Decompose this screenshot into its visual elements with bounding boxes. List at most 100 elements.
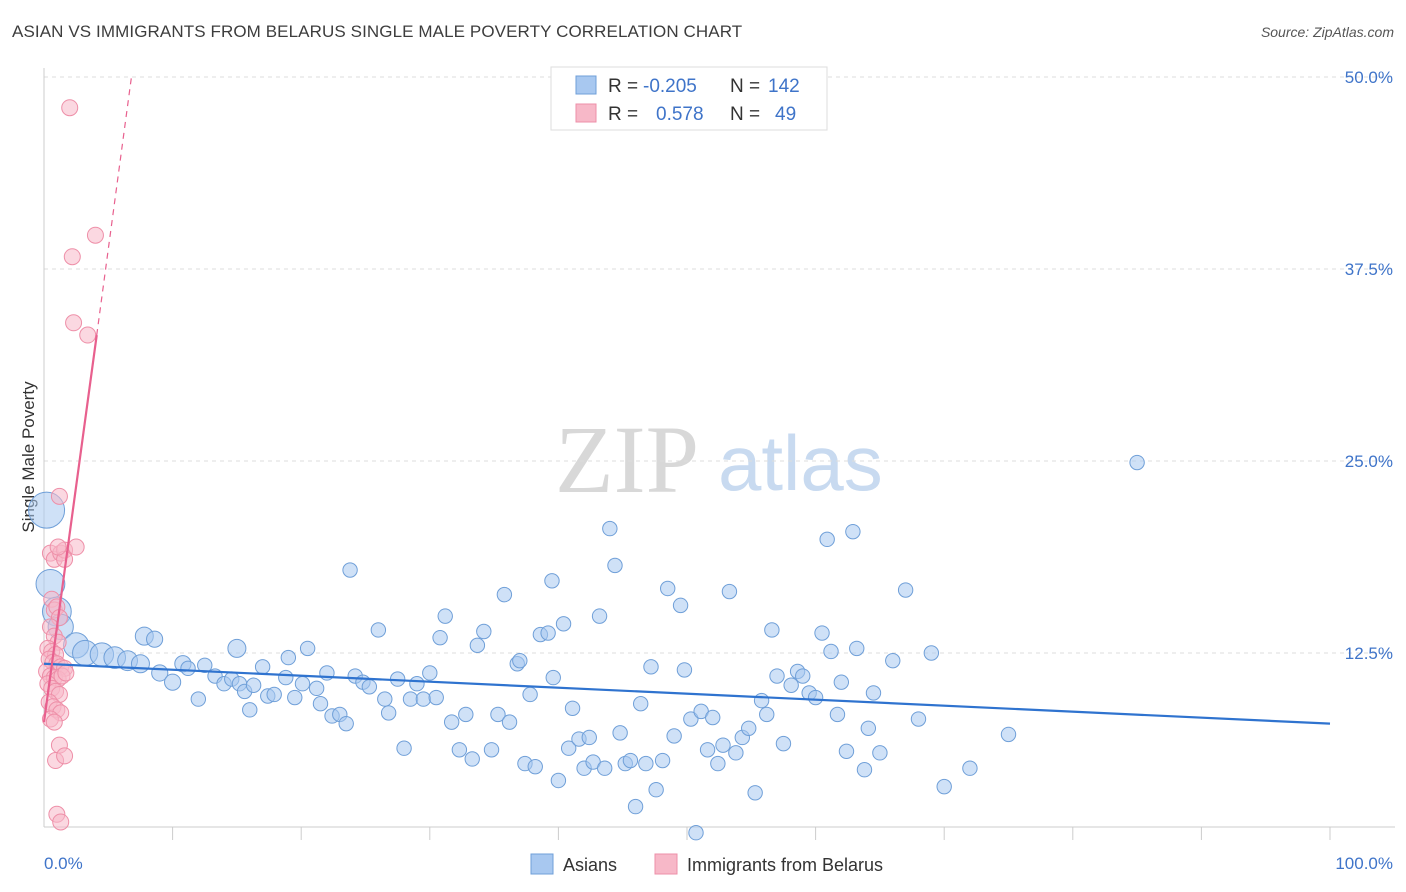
asian-point	[550, 772, 567, 789]
asian-point	[1000, 726, 1017, 743]
y-tick-label-1: 25.0%	[1345, 452, 1393, 471]
asian-point	[676, 662, 693, 678]
asian-point	[432, 629, 448, 646]
asian-point	[688, 825, 704, 841]
legend-r-value-belarus: 0.578	[656, 104, 704, 125]
asian-point	[380, 705, 397, 721]
asian-point	[361, 679, 378, 695]
asian-point	[838, 743, 855, 760]
asian-point	[545, 669, 561, 686]
legend-swatch-belarus	[575, 103, 597, 123]
bottom-legend-swatch-belarus	[654, 853, 678, 875]
correlation-legend: R = -0.205 N = 142 R = 0.578 N = 49	[550, 66, 828, 131]
asian-point	[377, 691, 393, 707]
asian-point	[245, 677, 262, 693]
asian-point	[564, 700, 581, 716]
watermark-zip: ZIP	[555, 406, 699, 513]
x-tick-marks	[172, 827, 1331, 840]
asian-point	[910, 711, 927, 727]
legend-swatch-asians	[575, 75, 597, 95]
asian-point	[633, 695, 649, 712]
asian-point	[666, 728, 682, 744]
asian-point	[819, 531, 835, 548]
asian-point	[512, 652, 528, 669]
asian-point	[496, 586, 513, 603]
asian-point	[602, 520, 618, 537]
asian-point	[759, 706, 775, 723]
y-tick-label-2: 37.5%	[1345, 260, 1393, 279]
asian-point	[699, 742, 716, 758]
watermark: ZIP atlas	[555, 406, 883, 513]
asian-point	[753, 692, 770, 709]
asian-point	[638, 755, 654, 772]
asian-point	[476, 623, 492, 640]
asian-point	[402, 691, 419, 707]
asian-point	[540, 625, 556, 641]
legend-r-label-asians: R =	[608, 76, 638, 97]
asian-point	[795, 668, 811, 684]
asian-point	[705, 709, 721, 726]
asian-point	[856, 762, 873, 778]
asian-point	[278, 669, 294, 686]
asian-point	[607, 557, 623, 574]
belarus-point	[49, 538, 67, 556]
y-tick-label-3: 50.0%	[1345, 68, 1393, 87]
asian-point	[501, 714, 518, 730]
asian-point	[527, 758, 543, 775]
legend-r-label-belarus: R =	[608, 104, 638, 125]
asian-point	[660, 580, 676, 597]
asian-point	[409, 676, 425, 692]
asian-point	[145, 630, 164, 648]
asian-point	[190, 691, 207, 707]
asian-point	[596, 760, 613, 776]
belarus-point	[65, 314, 83, 332]
asian-point	[1129, 454, 1145, 471]
x-tick-label-min: 0.0%	[44, 854, 83, 873]
asians-series	[28, 454, 1145, 841]
asian-point	[227, 638, 247, 658]
asian-point	[747, 785, 763, 801]
belarus-series	[38, 99, 104, 831]
asian-point	[936, 778, 952, 795]
asian-point	[299, 640, 316, 657]
asian-point	[897, 582, 914, 598]
asian-point	[437, 608, 453, 624]
asian-point	[728, 745, 744, 761]
belarus-point	[50, 487, 68, 505]
asian-point	[672, 597, 689, 614]
asian-point	[823, 643, 839, 660]
asian-point	[396, 740, 412, 756]
asian-point	[643, 659, 659, 675]
asian-point	[451, 742, 468, 758]
asian-point	[458, 706, 474, 723]
asian-point	[741, 720, 757, 736]
asian-point	[308, 680, 325, 697]
watermark-atlas: atlas	[718, 419, 883, 507]
asian-point	[849, 640, 865, 657]
belarus-point	[61, 99, 79, 117]
chart-source: Source: ZipAtlas.com	[1260, 24, 1394, 40]
asian-point	[721, 583, 738, 600]
bottom-legend-label-asians: Asians	[563, 855, 617, 875]
x-tick-label-max: 100.0%	[1335, 854, 1393, 873]
asian-point	[280, 649, 297, 666]
asian-point	[710, 755, 726, 772]
belarus-point	[57, 664, 75, 682]
asian-point	[254, 659, 271, 675]
asian-point	[342, 562, 358, 578]
asian-point	[197, 657, 213, 673]
chart-title: ASIAN VS IMMIGRANTS FROM BELARUS SINGLE …	[12, 22, 743, 41]
asians-trend-line	[43, 662, 1331, 725]
asian-point	[775, 735, 792, 752]
legend-n-value-asians: 142	[768, 76, 800, 97]
asian-point	[164, 673, 182, 691]
asian-point	[180, 660, 196, 677]
legend-box	[550, 66, 828, 131]
asian-point	[422, 665, 438, 681]
asian-point	[294, 676, 311, 692]
asian-point	[807, 689, 824, 706]
asian-point	[814, 625, 830, 641]
bottom-legend-swatch-asians	[530, 853, 554, 875]
asian-point	[581, 729, 597, 746]
